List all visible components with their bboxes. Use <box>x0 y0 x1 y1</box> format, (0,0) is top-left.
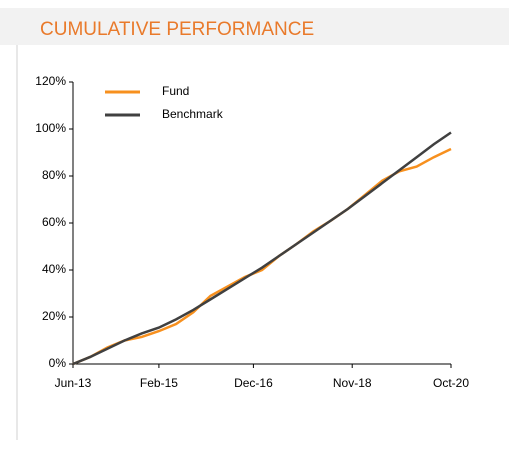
x-tick-label: Oct-20 <box>433 376 469 390</box>
x-tick-label: Dec-16 <box>234 376 273 390</box>
y-tick-label: 100% <box>35 121 66 135</box>
x-tick-label: Nov-18 <box>333 376 372 390</box>
y-tick-label: 0% <box>49 356 67 370</box>
x-tick-label: Feb-15 <box>140 376 178 390</box>
y-tick-label: 120% <box>35 74 66 88</box>
series-line <box>72 147 452 366</box>
legend-label: Benchmark <box>162 107 224 121</box>
x-tick-label: Jun-13 <box>55 376 92 390</box>
header-band <box>0 8 509 45</box>
y-tick-label: 20% <box>42 309 66 323</box>
chart-title: CUMULATIVE PERFORMANCE <box>40 19 314 40</box>
y-tick-label: 40% <box>42 262 66 276</box>
legend-label: Fund <box>162 84 189 98</box>
y-tick-label: 80% <box>42 168 66 182</box>
series-line <box>72 131 452 366</box>
y-tick-label: 60% <box>42 215 66 229</box>
